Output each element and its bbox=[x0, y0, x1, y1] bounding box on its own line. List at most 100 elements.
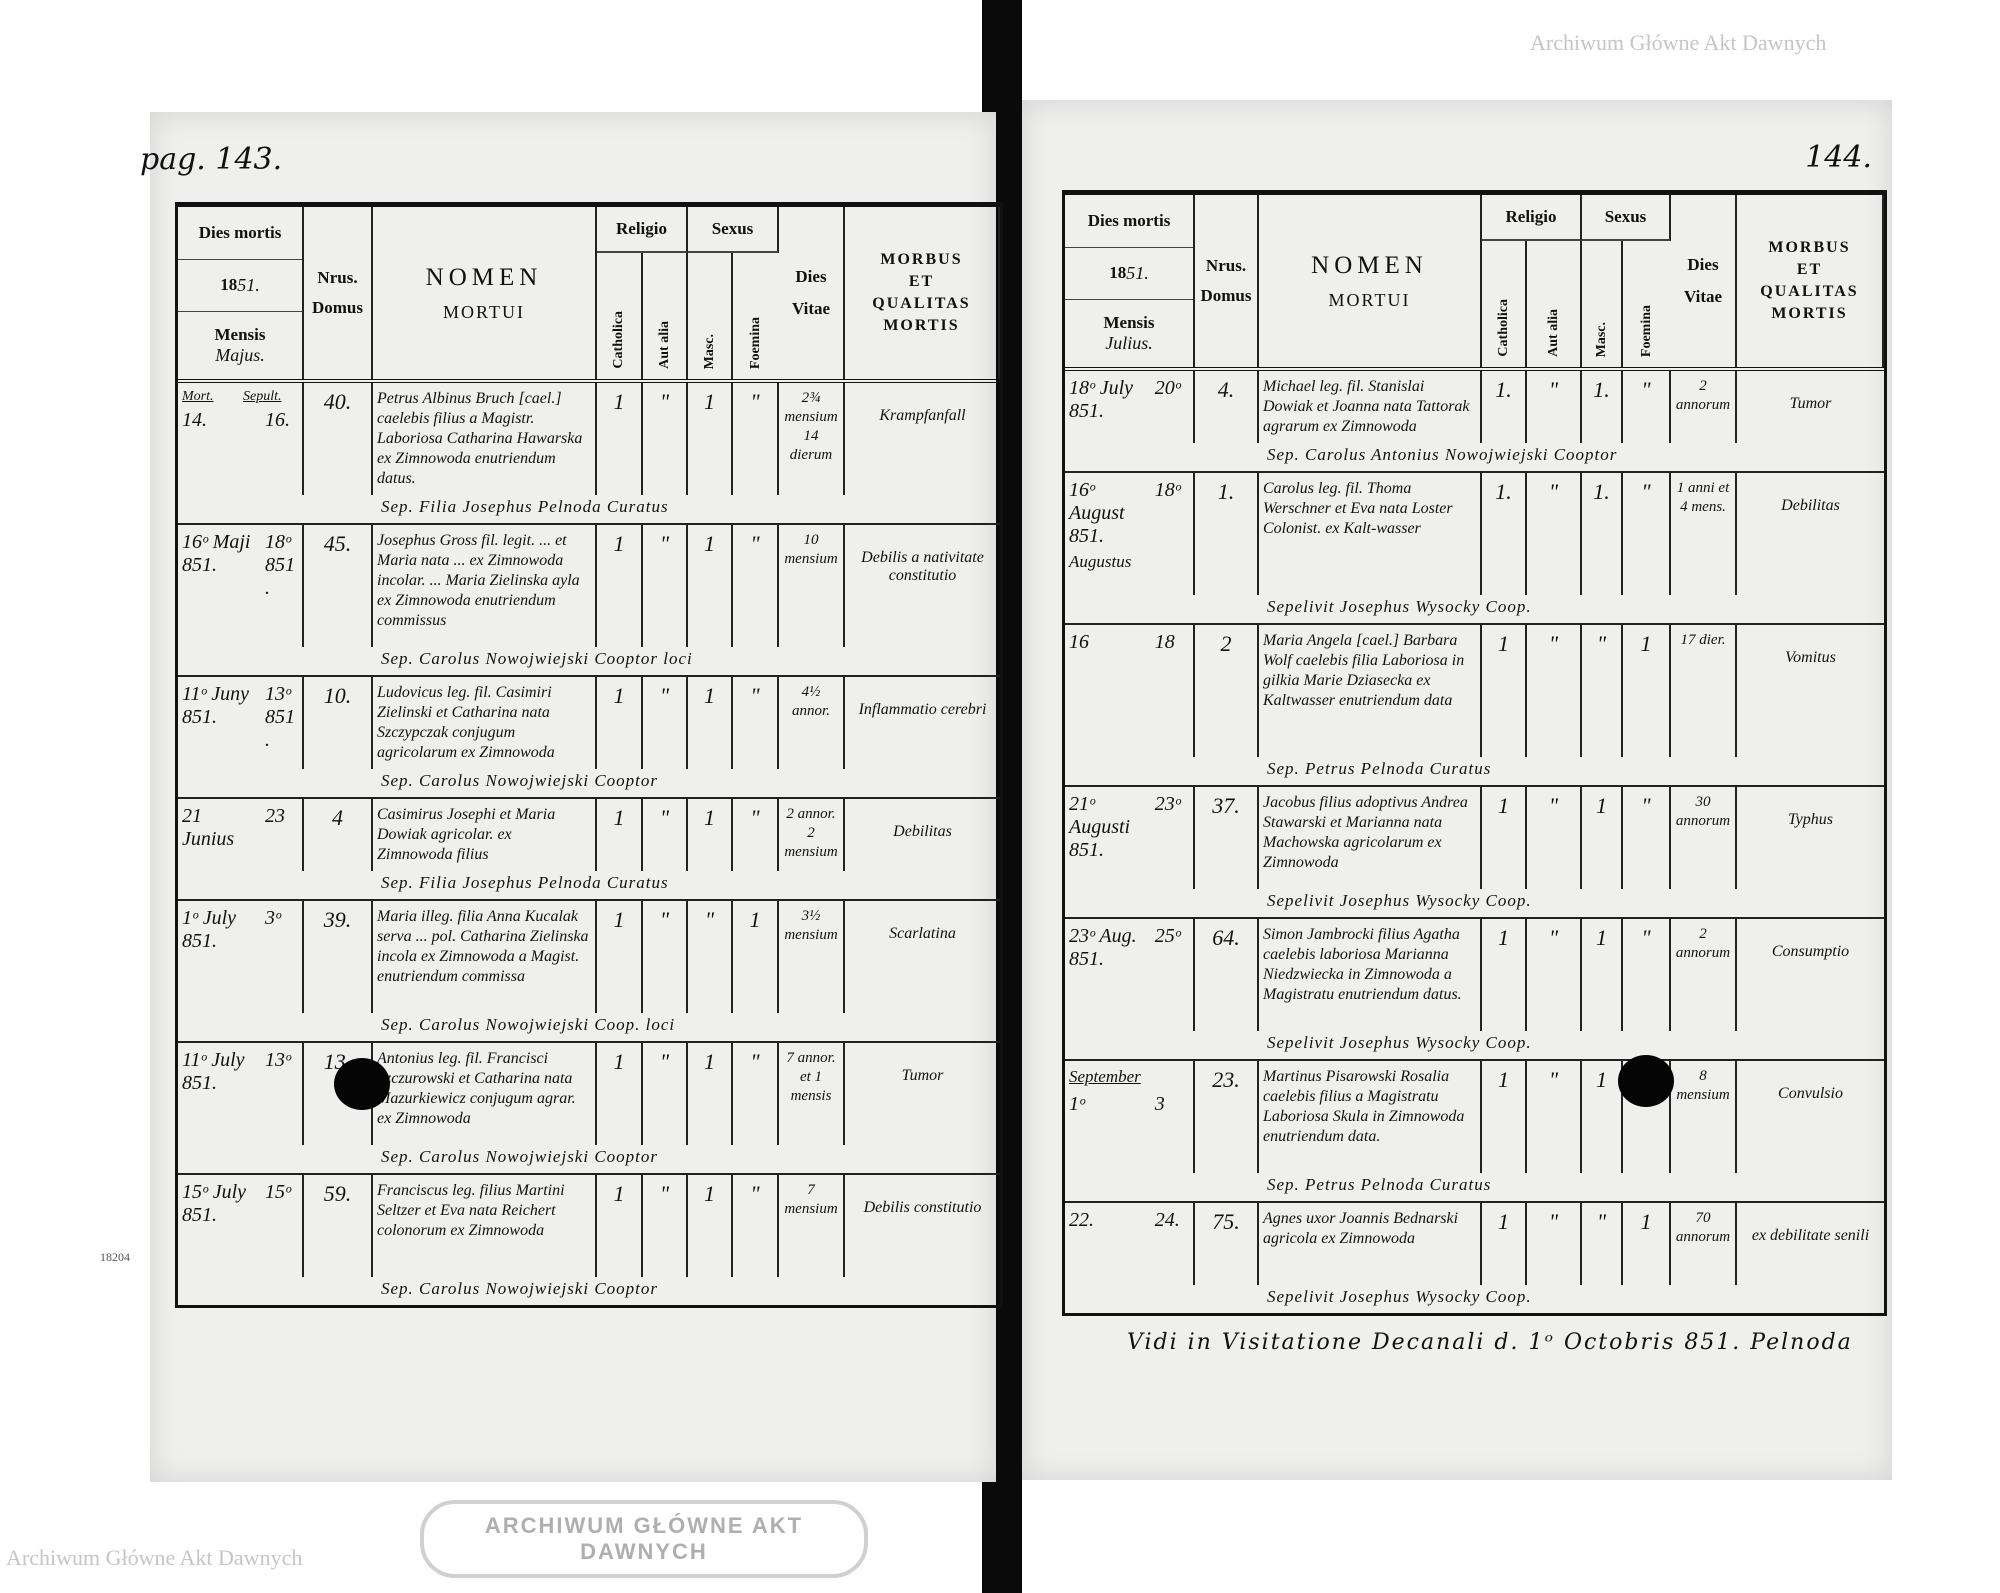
page-left: pag. 143. Dies mortis 18 51. Mensis Majus.… bbox=[140, 112, 1003, 1482]
catholica-mark: 1 bbox=[1482, 625, 1527, 757]
table-row: 15ᵒ July 851. 15ᵒ 59. Franciscus leg. filiu… bbox=[178, 1175, 1000, 1305]
masc-mark: 1 bbox=[688, 799, 733, 871]
ink-blot bbox=[334, 1058, 390, 1110]
name-of-deceased: Casimirus Josephi et Maria Dowiak agrico… bbox=[373, 799, 597, 871]
date-cell: September 1ᵒ 3 bbox=[1065, 1061, 1195, 1173]
header-nrus-domus: Nrus. Domus bbox=[1195, 195, 1259, 367]
header-catholica: Catholica bbox=[1482, 241, 1527, 367]
header-morbus: MORBUS ET QUALITAS MORTIS bbox=[1737, 195, 1884, 367]
aut-alia-mark: " bbox=[1527, 473, 1582, 595]
header-sexus: Sexus bbox=[688, 207, 779, 253]
table-body: 18ᵒ July 851. 20ᵒ 4. Michael leg. fil. Stan… bbox=[1065, 371, 1884, 1313]
burial-day: 18ᵒ bbox=[1154, 479, 1181, 501]
header-masc: Masc. bbox=[1582, 241, 1623, 367]
cause-of-death: Inflammatio cerebri bbox=[858, 701, 987, 718]
name-of-deceased: Carolus leg. fil. Thoma Werschner et Eva… bbox=[1259, 473, 1482, 595]
catholica-mark: 1. bbox=[1482, 371, 1527, 443]
name-of-deceased: Petrus Albinus Bruch [cael.] caelebis fi… bbox=[373, 383, 597, 495]
aut-alia-mark: " bbox=[643, 525, 688, 647]
house-number: 1. bbox=[1195, 473, 1259, 595]
month-label: September bbox=[1069, 1067, 1141, 1086]
masc-mark: 1 bbox=[1582, 919, 1623, 1031]
date-cell: 11ᵒ July 851. 13ᵒ bbox=[178, 1043, 304, 1145]
header-label: Dies mortis bbox=[178, 207, 302, 260]
masc-mark: 1 bbox=[1582, 1061, 1623, 1173]
header-catholica: Catholica bbox=[597, 253, 643, 379]
date-cell: 21ᵒ Augusti 851. 23ᵒ bbox=[1065, 787, 1195, 889]
date-cell: 15ᵒ July 851. 15ᵒ bbox=[178, 1175, 304, 1277]
burial-note: Sepelivit Josephus Wysocky Coop. bbox=[1267, 891, 1532, 910]
burial-day: 13ᵒ 851. bbox=[265, 683, 295, 751]
catholica-mark: 1 bbox=[1482, 787, 1527, 889]
house-number: 45. bbox=[304, 525, 373, 647]
name-of-deceased: Agnes uxor Joannis Bednarski agricola ex… bbox=[1259, 1203, 1482, 1285]
date-cell: 16ᵒ Maji 851. 18ᵒ 851. bbox=[178, 525, 304, 647]
house-number: 37. bbox=[1195, 787, 1259, 889]
house-number: 4 bbox=[304, 799, 373, 871]
table-row: 23ᵒ Aug. 851. 25ᵒ 64. Simon Jambrocki filiu… bbox=[1065, 919, 1884, 1061]
table-row: 11ᵒ July 851. 13ᵒ 13. Antonius leg. fil. Fr… bbox=[178, 1043, 1000, 1175]
burial-day: 23 bbox=[265, 805, 285, 827]
death-day: 16ᵒ August 851. bbox=[1069, 479, 1125, 547]
header-aut-alia: Aut alia bbox=[643, 253, 688, 379]
aut-alia-mark: " bbox=[643, 383, 688, 495]
cause-of-death: Debilitas bbox=[1781, 497, 1840, 514]
death-day: 22. bbox=[1069, 1209, 1094, 1231]
month-label: Augustus bbox=[1069, 552, 1132, 571]
page-number: pag. 143. bbox=[140, 142, 283, 177]
masc-mark: 1 bbox=[1582, 787, 1623, 889]
subhead-sepult: Sepult. bbox=[243, 389, 282, 404]
aut-alia-mark: " bbox=[1527, 787, 1582, 889]
catholica-mark: 1 bbox=[597, 901, 643, 1013]
house-number: 23. bbox=[1195, 1061, 1259, 1173]
age-at-death: 8 mensium bbox=[1671, 1061, 1737, 1173]
death-day: 16 bbox=[1069, 631, 1089, 653]
name-of-deceased: Ludovicus leg. fil. Casimiri Zielinski e… bbox=[373, 677, 597, 769]
age-at-death: 3½ mensium bbox=[779, 901, 845, 1013]
age-at-death: 70 annorum bbox=[1671, 1203, 1737, 1285]
header-mensis: Mensis Majus. bbox=[214, 325, 266, 366]
house-number: 39. bbox=[304, 901, 373, 1013]
name-of-deceased: Maria illeg. filia Anna Kucalak serva ..… bbox=[373, 901, 597, 1013]
catholica-mark: 1 bbox=[1482, 1203, 1527, 1285]
burial-note: Sepelivit Josephus Wysocky Coop. bbox=[1267, 597, 1532, 616]
burial-note: Sep. Carolus Antonius Nowojwiejski Coopt… bbox=[1267, 445, 1618, 464]
burial-note: Sep. Filia Josephus Pelnoda Curatus bbox=[381, 873, 669, 892]
house-number: 4. bbox=[1195, 371, 1259, 443]
burial-note: Sepelivit Josephus Wysocky Coop. bbox=[1267, 1033, 1532, 1052]
aut-alia-mark: " bbox=[1527, 1061, 1582, 1173]
masc-mark: 1 bbox=[688, 677, 733, 769]
header-month: Julius. bbox=[1105, 333, 1153, 354]
date-cell: 11ᵒ Juny 851. 13ᵒ 851. bbox=[178, 677, 304, 769]
cause-of-death: Debilitas bbox=[893, 823, 952, 840]
foemina-mark: 1 bbox=[1623, 625, 1671, 757]
burial-day: 3ᵒ bbox=[265, 907, 281, 929]
aut-alia-mark: " bbox=[643, 1175, 688, 1277]
date-cell: 22. 24. bbox=[1065, 1203, 1195, 1285]
catholica-mark: 1 bbox=[1482, 919, 1527, 1031]
cause-of-death: Typhus bbox=[1787, 811, 1834, 828]
foemina-mark: " bbox=[1623, 919, 1671, 1031]
date-cell: 1ᵒ July 851. 3ᵒ bbox=[178, 901, 304, 1013]
archive-stamp: ARCHIWUM GŁÓWNE AKT DAWNYCH bbox=[420, 1500, 868, 1578]
burial-day: 13ᵒ bbox=[265, 1049, 291, 1071]
age-at-death: 10 mensium bbox=[779, 525, 845, 647]
subhead-mort: Mort. bbox=[182, 389, 214, 404]
date-cell: 21 Junius 23 bbox=[178, 799, 304, 871]
burial-note: Sep. Carolus Nowojwiejski Cooptor bbox=[381, 771, 659, 790]
header-label: Dies mortis bbox=[1065, 195, 1193, 248]
cause-of-death: Debilis a nativitate constitutio bbox=[861, 549, 984, 584]
header-dies-mortis: Dies mortis 18 51. Mensis Majus. bbox=[178, 207, 304, 379]
name-of-deceased: Michael leg. fil. Stanislai Dowiak et Jo… bbox=[1259, 371, 1482, 443]
masc-mark: 1. bbox=[1582, 371, 1623, 443]
ink-blot bbox=[1618, 1055, 1674, 1107]
header-religio: Religio bbox=[597, 207, 688, 253]
aut-alia-mark: " bbox=[1527, 625, 1582, 757]
date-cell: 16 18 bbox=[1065, 625, 1195, 757]
cause-of-death: ex debilitate senili bbox=[1751, 1227, 1870, 1244]
table-row: Mort. Sepult. 14. 16. 40. Petrus Albinus Bruc… bbox=[178, 383, 1000, 525]
age-at-death: 2 annorum bbox=[1671, 371, 1737, 443]
margin-note: 18204 bbox=[100, 1250, 130, 1264]
cause-of-death: Krampfanfall bbox=[879, 407, 966, 424]
cause-of-death: Vomitus bbox=[1785, 649, 1836, 666]
